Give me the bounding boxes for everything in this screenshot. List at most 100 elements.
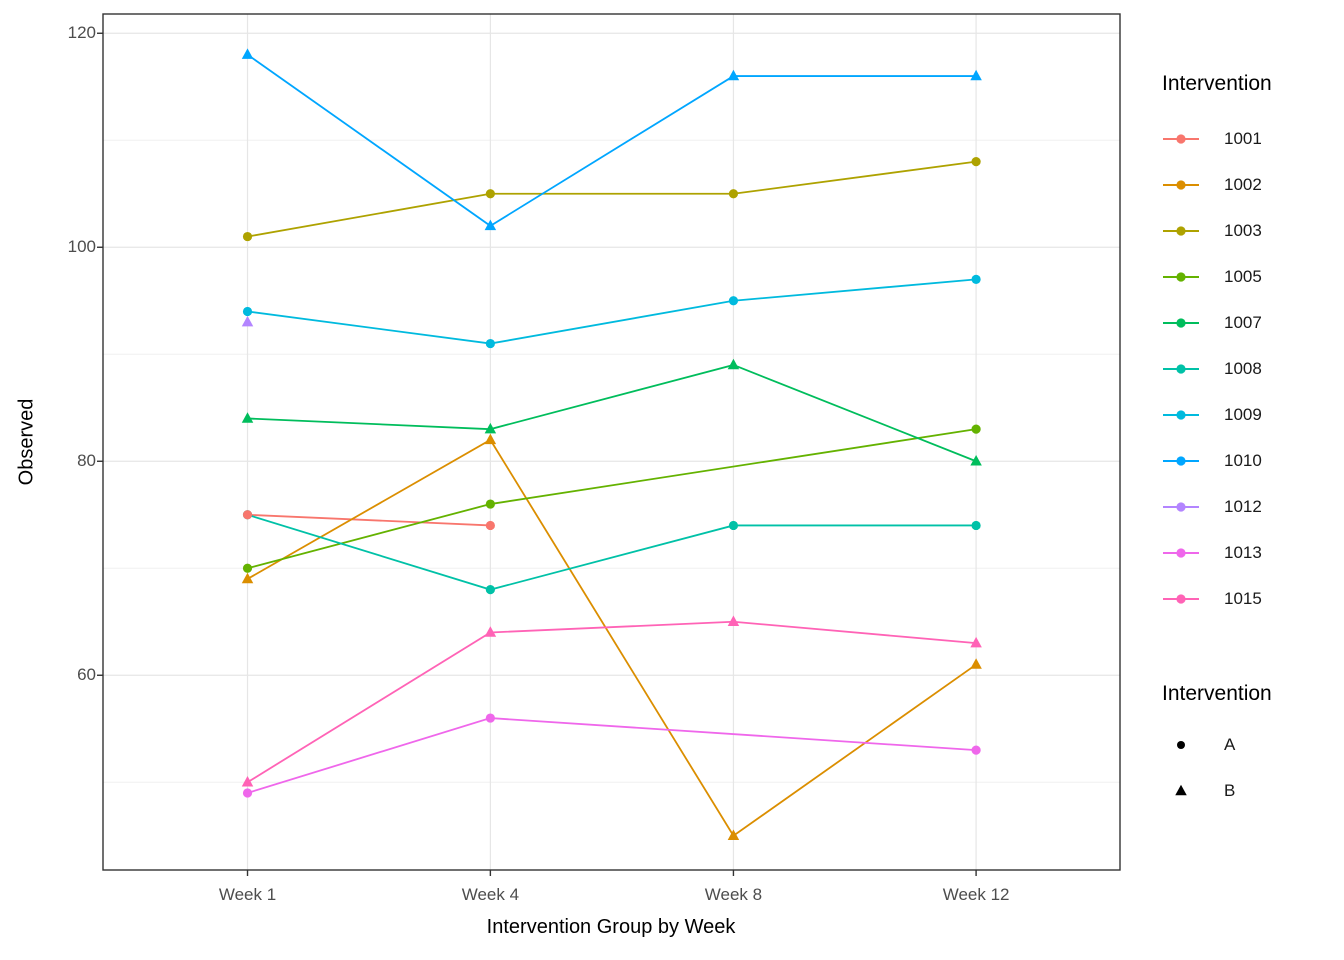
legend-item-label: 1008 (1224, 359, 1262, 378)
legend-item-1007: 1007 (1162, 300, 1342, 346)
point-1002-2 (727, 829, 740, 841)
legend-key-icon (1163, 594, 1199, 604)
x-tick-label: Week 12 (942, 885, 1010, 904)
legend-item-1015: 1015 (1162, 576, 1342, 622)
point-1009-3 (971, 274, 981, 284)
panel-border (102, 13, 1121, 871)
triangle-icon (1175, 784, 1187, 796)
series-line-1002 (247, 438, 977, 838)
point-1015-2 (727, 615, 740, 627)
series-line-1007 (247, 364, 977, 463)
legend-item-1009: 1009 (1162, 392, 1342, 438)
shape-legend-title: Intervention (1162, 682, 1272, 705)
legend-item-label: 1001 (1224, 129, 1262, 148)
point-1010-1 (484, 219, 497, 231)
series-line-1001 (247, 513, 491, 527)
point-1007-2 (727, 358, 740, 370)
point-1013-3 (971, 745, 981, 755)
legend-item-1003: 1003 (1162, 208, 1342, 254)
point-1003-3 (971, 157, 981, 167)
point-1002-1 (484, 433, 497, 445)
point-1010-2 (727, 69, 740, 81)
legend-key-icon (1163, 456, 1199, 466)
legend-item-1008: 1008 (1162, 346, 1342, 392)
legend-key-icon (1163, 134, 1199, 144)
legend-item-label: 1015 (1224, 589, 1262, 608)
shape-legend-item-label: B (1224, 781, 1236, 800)
legend-item-label: 1010 (1224, 451, 1262, 470)
x-tick-label: Week 1 (218, 885, 277, 904)
legend-item-label: 1012 (1224, 497, 1262, 516)
legend-item-1002: 1002 (1162, 162, 1342, 208)
y-tick-label: 80 (77, 451, 96, 471)
point-1007-1 (484, 422, 497, 434)
legend-key-icon (1163, 272, 1199, 282)
x-axis-title: Intervention Group by Week (486, 916, 736, 938)
legend-key-icon (1163, 180, 1199, 190)
legend-item-label: 1007 (1224, 313, 1262, 332)
color-legend-title: Intervention (1162, 72, 1272, 95)
point-1013-0 (242, 788, 253, 798)
series-line-1015 (247, 620, 977, 784)
point-1003-2 (728, 189, 739, 199)
point-1007-3 (970, 455, 982, 466)
point-1001-0 (242, 510, 253, 520)
legend-item-1012: 1012 (1162, 484, 1342, 530)
legend-item-label: 1005 (1224, 267, 1262, 286)
point-1009-2 (728, 296, 739, 306)
point-1002-0 (241, 572, 254, 584)
point-1009-1 (485, 338, 495, 349)
series-line-1009 (247, 278, 977, 345)
x-tick-label: Week 8 (704, 885, 763, 904)
legend-key-icon (1163, 548, 1199, 558)
legend-item-label: 1002 (1224, 175, 1262, 194)
series-line-1010 (246, 53, 977, 227)
legend-item-1005: 1005 (1162, 254, 1342, 300)
y-tick-label: 60 (77, 665, 96, 685)
point-1012-0 (241, 315, 254, 327)
point-1008-1 (485, 585, 495, 595)
point-1015-1 (484, 626, 497, 637)
legend-key-icon (1163, 318, 1199, 328)
legend-key-icon (1163, 226, 1199, 236)
series-line-1008 (247, 513, 977, 591)
shape-legend-item-label: A (1224, 735, 1236, 754)
point-1005-1 (485, 499, 495, 509)
legend-key-icon (1163, 502, 1199, 512)
color-legend-items: 1001 1002 1003 1005 1007 1008 1009 1010 1012 1013… (1162, 116, 1342, 622)
point-1008-2 (728, 520, 739, 531)
legend-item-label: 1003 (1224, 221, 1262, 240)
point-1005-0 (242, 563, 253, 573)
shape-legend-item-B: B (1162, 768, 1342, 814)
point-1013-1 (485, 713, 495, 723)
legend-key-icon (1163, 364, 1199, 374)
point-1015-0 (241, 776, 254, 787)
x-tick-label: Week 4 (461, 885, 520, 904)
point-1015-3 (970, 636, 982, 648)
legend-item-label: 1013 (1224, 543, 1262, 562)
point-1010-0 (241, 48, 254, 59)
legend-key-icon (1163, 410, 1199, 420)
legend-item-1010: 1010 (1162, 438, 1342, 484)
panel-background (103, 14, 1120, 870)
point-1008-3 (971, 520, 981, 531)
point-1010-3 (970, 69, 982, 81)
legend-item-1013: 1013 (1162, 530, 1342, 576)
shape-legend-item-A: A (1162, 722, 1342, 768)
point-1007-0 (241, 412, 254, 423)
circle-icon (1177, 741, 1185, 749)
y-tick-label: 120 (67, 23, 96, 43)
y-axis-title: Observed (15, 398, 38, 486)
point-1002-3 (970, 658, 982, 669)
point-1005-3 (971, 424, 981, 434)
color-legend: Intervention 1001 1002 1003 1005 1007 1008 100… (1162, 72, 1342, 622)
point-1009-0 (242, 306, 253, 317)
point-1001-1 (485, 520, 495, 531)
legend-item-1001: 1001 (1162, 116, 1342, 162)
legend-item-label: 1009 (1224, 405, 1262, 424)
y-tick-label: 100 (67, 237, 96, 257)
